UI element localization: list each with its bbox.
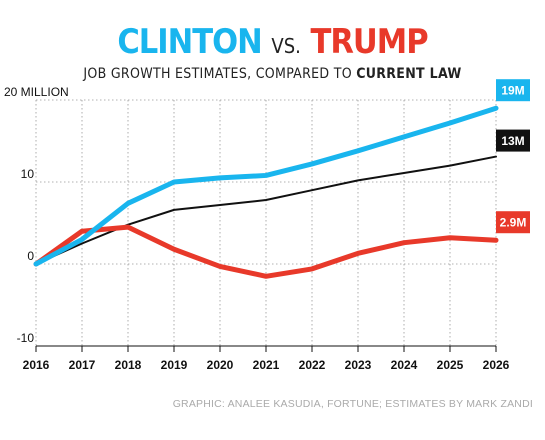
graphic-credit: GRAPHIC: ANALEE KASUDIA, FORTUNE; ESTIMA… (172, 398, 533, 410)
y-tick-label: 20 MILLION (4, 85, 69, 99)
x-tick-label: 2023 (345, 358, 372, 372)
subtitle-emphasis: CURRENT LAW (356, 66, 462, 82)
end-badge-label: 13M (501, 134, 524, 148)
x-tick-label: 2019 (161, 358, 188, 372)
title-vs: VS. (271, 34, 301, 58)
subtitle-main: JOB GROWTH ESTIMATES, COMPARED TO (83, 66, 352, 82)
label-layer: 19M 13M 2.9M (496, 79, 530, 234)
series-layer (33, 105, 499, 279)
end-badge-current-law: 13M (496, 129, 530, 152)
end-badge-bg (496, 211, 530, 234)
series-line-trump (33, 224, 499, 279)
x-tick-label: 2022 (299, 358, 326, 372)
x-tick-label: 2018 (115, 358, 142, 372)
chart-title: CLINTON VS. TRUMP (0, 22, 545, 66)
x-tick-label: 2016 (23, 358, 50, 372)
end-badge-bg (496, 79, 530, 102)
end-badge-label: 19M (501, 84, 524, 98)
x-tick-label: 2024 (391, 358, 418, 372)
x-tick-label: 2017 (69, 358, 96, 372)
x-tick-label: 2021 (253, 358, 280, 372)
end-badge-label: 2.9M (500, 216, 527, 230)
title-trump: TRUMP (310, 22, 429, 62)
axis-layer: 20 MILLION 10 0 -10 2016 2017 2018 2019 2020 2021… (4, 85, 510, 372)
end-badge-clinton: 19M (496, 79, 530, 102)
chart-subtitle: JOB GROWTH ESTIMATES, COMPARED TO CURREN… (0, 66, 545, 82)
end-badge-bg (496, 129, 530, 152)
x-tick-label: 2020 (207, 358, 234, 372)
title-clinton: CLINTON (117, 22, 262, 62)
y-tick-label: -10 (17, 331, 35, 345)
y-tick-label: 10 (21, 167, 35, 181)
series-line-clinton (33, 105, 499, 267)
y-tick-label: 0 (27, 249, 34, 263)
x-tick-label: 2025 (437, 358, 464, 372)
end-badge-trump: 2.9M (496, 211, 530, 234)
x-tick-label: 2026 (483, 358, 510, 372)
